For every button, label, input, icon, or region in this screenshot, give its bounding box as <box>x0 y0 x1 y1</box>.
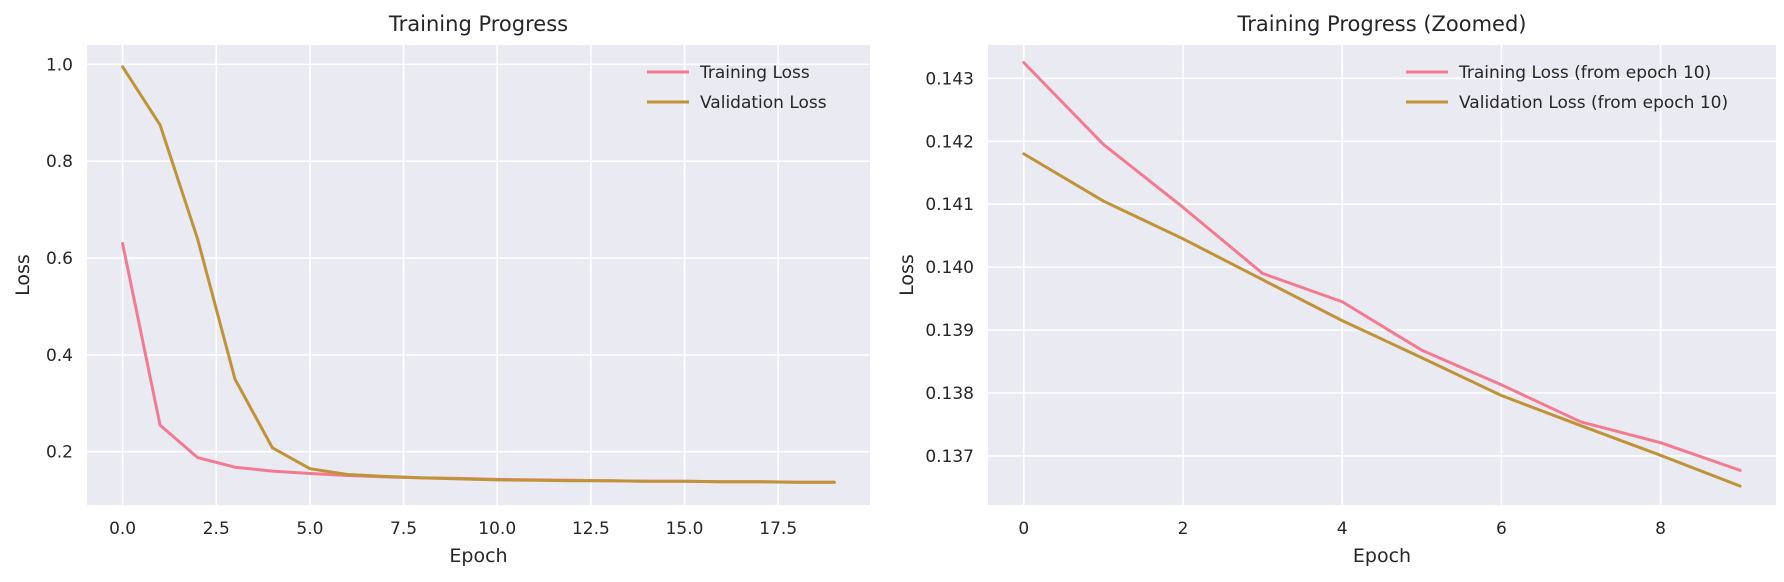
x-tick-label: 15.0 <box>666 519 704 539</box>
y-tick-label: 0.142 <box>925 132 974 152</box>
chart-title: Training Progress (Zoomed) <box>1236 12 1526 36</box>
y-tick-label: 0.141 <box>925 195 974 215</box>
series-line-2 <box>121 65 836 484</box>
x-tick-label: 6 <box>1496 519 1507 539</box>
x-tick-label: 8 <box>1655 519 1666 539</box>
chart-1: 0.0 2.5 5.0 7.5 10.0 12.5 15.0 17.5 0.2 0.4 0.6 0.8… <box>12 12 870 567</box>
y-tick-label: 0.139 <box>925 321 974 341</box>
x-tick-label: 5.0 <box>296 519 323 539</box>
y-tick-label: 0.2 <box>46 443 73 463</box>
y-axis-label: Loss <box>12 254 34 296</box>
legend: Training Loss (from epoch 10) Validation … <box>1406 63 1728 113</box>
legend: Training Loss Validation Loss <box>647 63 827 113</box>
x-tick-label: 4 <box>1337 519 1348 539</box>
x-tick-label: 0.0 <box>109 519 136 539</box>
y-tick-label: 0.143 <box>925 69 974 89</box>
x-axis-label: Epoch <box>1353 545 1411 567</box>
x-tick-label: 2.5 <box>203 519 230 539</box>
chart-2: 0 2 4 6 8 0.137 0.138 0.139 0.140 0.141 0.142 0.143… <box>896 12 1776 567</box>
y-tick-label: 0.8 <box>46 152 73 172</box>
x-tick-label: 10.0 <box>478 519 516 539</box>
legend-label-2: Validation Loss <box>700 93 827 113</box>
y-tick-label: 0.140 <box>925 258 974 278</box>
plot-area <box>988 45 1776 505</box>
x-tick-label: 12.5 <box>572 519 610 539</box>
plot-area <box>87 45 870 505</box>
y-tick-label: 1.0 <box>46 55 73 75</box>
legend-label-2: Validation Loss (from epoch 10) <box>1459 93 1728 113</box>
x-tick-label: 7.5 <box>390 519 417 539</box>
legend-label-1: Training Loss (from epoch 10) <box>1458 63 1711 83</box>
chart-title: Training Progress <box>388 12 568 36</box>
series-line-2 <box>1022 152 1742 488</box>
y-tick-label: 0.138 <box>925 384 974 404</box>
x-tick-label: 0 <box>1018 519 1029 539</box>
x-tick-label: 17.5 <box>759 519 797 539</box>
y-tick-label: 0.4 <box>46 346 73 366</box>
y-tick-label: 0.6 <box>46 249 73 269</box>
y-tick-label: 0.137 <box>925 447 974 467</box>
legend-label-1: Training Loss <box>699 63 810 83</box>
x-axis-label: Epoch <box>449 545 507 567</box>
series-line-1 <box>1022 61 1742 472</box>
x-tick-label: 2 <box>1178 519 1189 539</box>
y-axis-label: Loss <box>896 254 918 296</box>
